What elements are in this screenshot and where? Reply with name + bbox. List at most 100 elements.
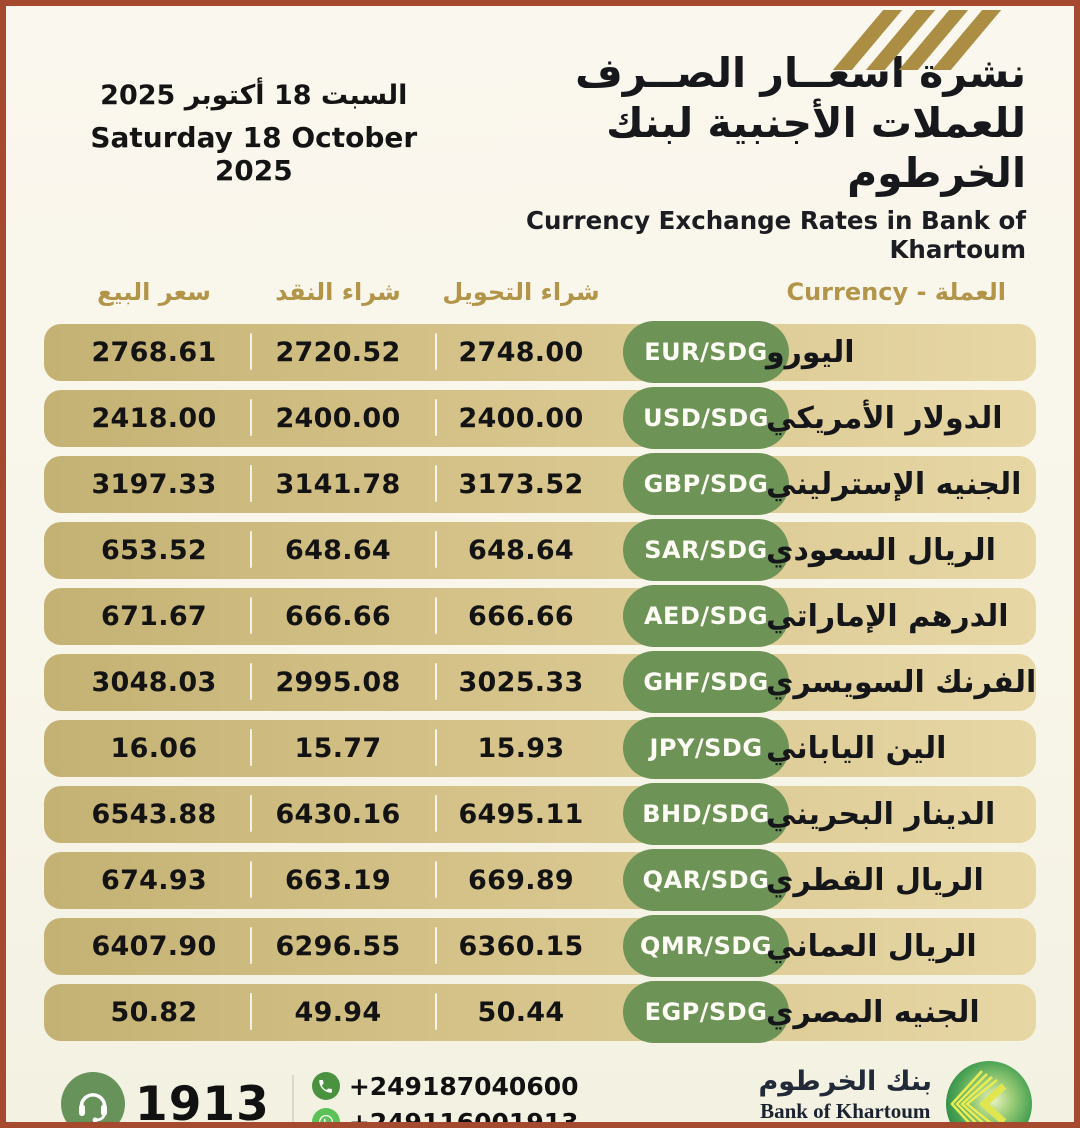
column-header-cash-buy: شراء النقد bbox=[275, 278, 401, 307]
cash-buy-price: 6296.55 bbox=[275, 931, 401, 963]
column-divider bbox=[250, 729, 252, 767]
rate-row: 3048.03 2995.08 3025.33 GHF/SDG الفرنك ا… bbox=[44, 651, 1037, 714]
divider bbox=[291, 1075, 294, 1122]
date-block: السبت 18 أكتوبر 2025 Saturday 18 October… bbox=[66, 80, 442, 187]
currency-name-arabic: اليورو bbox=[766, 335, 855, 371]
currency-code-badge: USD/SDG bbox=[623, 387, 789, 450]
rate-row: 674.93 663.19 669.89 QAR/SDG الريال القط… bbox=[44, 849, 1036, 912]
column-divider bbox=[250, 861, 252, 899]
column-divider bbox=[250, 531, 252, 569]
currency-code-badge: QAR/SDG bbox=[623, 849, 789, 912]
cash-buy-price: 2400.00 bbox=[275, 403, 401, 435]
headset-icon bbox=[61, 1072, 125, 1122]
transfer-buy-price: 3173.52 bbox=[458, 469, 584, 501]
column-header-currency: العملة - Currency bbox=[786, 278, 1006, 307]
cash-buy-price: 666.66 bbox=[285, 601, 391, 633]
transfer-buy-price: 50.44 bbox=[477, 997, 565, 1029]
currency-code-badge: BHD/SDG bbox=[623, 783, 789, 846]
column-divider bbox=[435, 465, 437, 503]
hotline-number: 1913 bbox=[135, 1076, 270, 1128]
currency-name-arabic: الدرهم الإماراتي bbox=[766, 599, 1009, 635]
phone-line: +249187040600 bbox=[311, 1071, 579, 1101]
currency-code-badge: JPY/SDG bbox=[623, 717, 789, 780]
currency-name-arabic: الريال القطري bbox=[766, 863, 984, 899]
column-header-sell: سعر البيع bbox=[97, 278, 211, 307]
currency-name-arabic: الفرنك السويسري bbox=[766, 665, 1037, 701]
transfer-buy-price: 6495.11 bbox=[458, 799, 584, 831]
column-divider bbox=[435, 993, 437, 1031]
currency-name-arabic: الدينار البحريني bbox=[766, 797, 996, 833]
cash-buy-price: 2995.08 bbox=[275, 667, 401, 699]
transfer-buy-price: 15.93 bbox=[477, 733, 565, 765]
column-divider bbox=[250, 663, 252, 701]
header: السبت 18 أكتوبر 2025 Saturday 18 October… bbox=[6, 6, 1074, 264]
gold-stripes-decoration bbox=[832, 10, 1002, 70]
currency-code-badge: AED/SDG bbox=[623, 585, 789, 648]
currency-code-badge: EUR/SDG bbox=[623, 321, 789, 384]
cash-buy-price: 6430.16 bbox=[275, 799, 401, 831]
rate-row: 653.52 648.64 648.64 SAR/SDG الريال السع… bbox=[44, 519, 1036, 582]
column-divider bbox=[435, 927, 437, 965]
rate-row: 6407.90 6296.55 6360.15 QMR/SDG الريال ا… bbox=[44, 915, 1036, 978]
phone-numbers: +249187040600 +249116001913 bbox=[311, 1071, 579, 1128]
sell-price: 50.82 bbox=[110, 997, 198, 1029]
sell-price: 3048.03 bbox=[91, 667, 217, 699]
rate-row: 50.82 49.94 50.44 EGP/SDG الجنيه المصري bbox=[44, 981, 1036, 1044]
sell-price: 6543.88 bbox=[91, 799, 217, 831]
table-column-headers: سعر البيع شراء النقد شراء التحويل العملة… bbox=[44, 278, 1036, 314]
rates-table: 2768.61 2720.52 2748.00 EUR/SDG اليورو 2… bbox=[44, 321, 1037, 1044]
column-divider bbox=[435, 597, 437, 635]
transfer-buy-price: 648.64 bbox=[468, 535, 574, 567]
cash-buy-price: 15.77 bbox=[294, 733, 382, 765]
footer: 1913 +249187040600 bbox=[6, 1041, 1074, 1128]
sell-price: 674.93 bbox=[101, 865, 207, 897]
phone-icon bbox=[311, 1072, 340, 1101]
column-divider bbox=[250, 795, 252, 833]
transfer-buy-price: 666.66 bbox=[468, 601, 574, 633]
transfer-buy-price: 3025.33 bbox=[458, 667, 584, 699]
sell-price: 2768.61 bbox=[91, 337, 217, 369]
whatsapp-number: +249116001913 bbox=[348, 1107, 579, 1128]
column-divider bbox=[250, 597, 252, 635]
bank-logo-sphere bbox=[946, 1061, 1032, 1122]
currency-code-badge: QMR/SDG bbox=[623, 915, 789, 978]
currency-name-arabic: الجنيه الإسترليني bbox=[766, 467, 1022, 503]
cash-buy-price: 49.94 bbox=[294, 997, 382, 1029]
date-english: Saturday 18 October 2025 bbox=[90, 121, 418, 187]
column-divider bbox=[250, 399, 252, 437]
whatsapp-line: +249116001913 bbox=[311, 1107, 579, 1128]
date-arabic: السبت 18 أكتوبر 2025 bbox=[100, 80, 408, 111]
phone-number: +249187040600 bbox=[348, 1071, 579, 1101]
rate-row: 6543.88 6430.16 6495.11 BHD/SDG الدينار … bbox=[44, 783, 1036, 846]
subtitle-english: Currency Exchange Rates in Bank of Khart… bbox=[525, 206, 1026, 265]
column-divider bbox=[435, 729, 437, 767]
chevrons-icon bbox=[950, 1070, 1007, 1122]
bank-name-english: Bank of Khartoum bbox=[760, 1098, 931, 1123]
column-divider bbox=[435, 399, 437, 437]
currency-code-badge: GHF/SDG bbox=[623, 651, 789, 714]
transfer-buy-price: 2748.00 bbox=[458, 337, 584, 369]
column-divider bbox=[435, 333, 437, 371]
sell-price: 671.67 bbox=[101, 601, 207, 633]
currency-name-arabic: الجنيه المصري bbox=[766, 995, 980, 1031]
title-block: نشرة اسعــار الصــرف للعملات الأجنبية لب… bbox=[442, 48, 1026, 264]
cash-buy-price: 2720.52 bbox=[275, 337, 401, 369]
currency-name-arabic: الين الياباني bbox=[766, 731, 947, 767]
currency-name-arabic: الريال العماني bbox=[766, 929, 977, 965]
column-header-transfer-buy: شراء التحويل bbox=[442, 278, 600, 307]
transfer-buy-price: 669.89 bbox=[468, 865, 574, 897]
rate-row: 671.67 666.66 666.66 AED/SDG الدرهم الإم… bbox=[44, 585, 1036, 648]
sell-price: 2418.00 bbox=[91, 403, 217, 435]
bank-name-arabic: بنك الخرطوم bbox=[758, 1066, 933, 1098]
column-divider bbox=[435, 795, 437, 833]
bank-logo-text: بنك الخرطوم Bank of Khartoum أنــت أهلٌ bbox=[758, 1066, 933, 1123]
rate-row: 2768.61 2720.52 2748.00 EUR/SDG اليورو bbox=[44, 321, 1036, 384]
column-divider bbox=[250, 927, 252, 965]
column-divider bbox=[250, 993, 252, 1031]
cash-buy-price: 663.19 bbox=[285, 865, 391, 897]
rate-row: 3197.33 3141.78 3173.52 GBP/SDG الجنيه ا… bbox=[44, 453, 1036, 516]
rate-row: 2418.00 2400.00 2400.00 USD/SDG الدولار … bbox=[44, 387, 1036, 450]
column-divider bbox=[435, 663, 437, 701]
bank-logo: بنك الخرطوم Bank of Khartoum أنــت أهلٌ bbox=[758, 1061, 1032, 1123]
